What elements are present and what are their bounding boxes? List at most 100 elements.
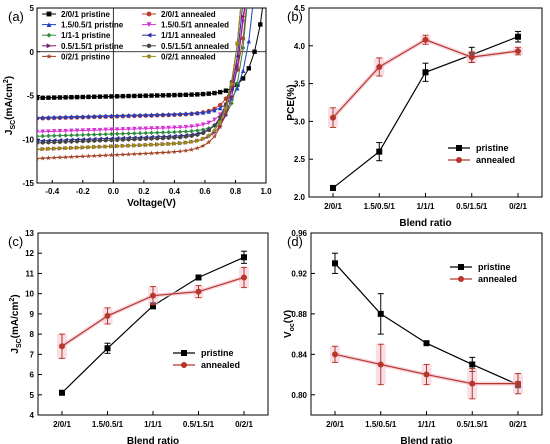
panel-d-voc-chart: 2/0/1 1.5/0.5/1 1/1/1 0.5/1.5/1 0/2/1 0.80 0.8… xyxy=(283,229,543,444)
data-point xyxy=(172,129,177,135)
legend-marker xyxy=(46,43,52,49)
data-point xyxy=(177,148,183,154)
y-tick-label: 6 xyxy=(30,371,35,380)
data-point xyxy=(332,260,338,267)
data-point xyxy=(46,146,51,151)
x-tick-label: 1/1/1 xyxy=(417,202,435,211)
legend-label: annealed xyxy=(476,155,515,165)
data-point xyxy=(92,127,97,133)
data-point xyxy=(80,153,86,159)
data-point xyxy=(74,132,80,138)
data-point xyxy=(206,127,211,133)
y-axis-label: PCE(%) xyxy=(286,84,297,120)
data-point xyxy=(206,91,211,96)
x-tick-label: 0.2 xyxy=(138,187,150,196)
data-point xyxy=(69,128,74,134)
data-point xyxy=(132,126,137,132)
data-point xyxy=(46,95,51,100)
data-point xyxy=(468,54,475,61)
y-tick-label: -15 xyxy=(22,179,34,188)
data-point xyxy=(172,111,177,117)
data-point xyxy=(80,94,85,100)
data-point xyxy=(166,141,171,146)
data-point xyxy=(218,105,223,111)
data-point xyxy=(223,88,229,93)
data-point xyxy=(240,68,246,73)
data-point xyxy=(143,126,148,131)
x-tick-label: 0/2/1 xyxy=(235,420,253,429)
plot-frame xyxy=(310,232,543,416)
legend-label: pristine xyxy=(478,262,511,272)
data-point xyxy=(92,144,97,149)
y-tick-label: 0.84 xyxy=(291,350,307,359)
x-tick-label: -0.4 xyxy=(45,187,59,196)
data-point xyxy=(240,45,246,51)
data-point xyxy=(195,92,200,97)
data-point xyxy=(149,93,154,98)
data-point xyxy=(183,134,188,139)
data-point xyxy=(137,93,143,99)
legend-marker xyxy=(181,362,187,368)
data-point xyxy=(240,14,246,19)
plot-frame xyxy=(37,232,269,416)
x-tick-label: 1/1/1 xyxy=(418,420,436,429)
data-point xyxy=(51,95,57,100)
data-point xyxy=(108,152,115,158)
data-point xyxy=(154,150,160,156)
data-point xyxy=(120,113,126,118)
data-point xyxy=(109,94,114,99)
legend-marker xyxy=(46,32,52,38)
data-point xyxy=(69,133,74,138)
data-point xyxy=(200,91,206,97)
data-point xyxy=(91,153,97,159)
y-tick-label: 0 xyxy=(30,48,35,57)
data-point xyxy=(195,138,200,143)
data-point xyxy=(160,93,166,98)
x-tick-label: 0.5/1.5/1 xyxy=(457,420,489,429)
data-point xyxy=(171,149,178,155)
data-point xyxy=(114,131,120,137)
data-point xyxy=(206,120,211,126)
legend-marker xyxy=(458,276,464,282)
data-point xyxy=(86,138,91,144)
data-point xyxy=(183,147,189,153)
data-point xyxy=(137,112,143,118)
data-point xyxy=(166,135,171,141)
data-point xyxy=(92,94,97,99)
data-point xyxy=(469,380,476,387)
data-point xyxy=(131,151,137,157)
data-point xyxy=(86,145,91,149)
x-tick-label: 0.5/1.5/1 xyxy=(183,420,215,429)
legend: 2/0/1 pristine 2/0/1 annealed 1.5/0.5/1 pr… xyxy=(42,10,229,61)
data-point xyxy=(160,130,166,135)
y-tick-label: 7 xyxy=(30,350,35,359)
panel-label: (d) xyxy=(287,234,303,249)
data-point xyxy=(166,93,171,98)
legend: pristine annealed xyxy=(173,348,240,370)
y-tick-label: 4.5 xyxy=(294,4,306,13)
data-point xyxy=(217,124,223,130)
data-point xyxy=(69,114,74,119)
data-point xyxy=(137,150,143,157)
data-point xyxy=(69,95,74,100)
x-axis-label: Voltage(V) xyxy=(127,198,176,209)
data-point xyxy=(125,151,132,157)
data-point xyxy=(332,351,338,358)
data-point xyxy=(103,94,108,99)
y-tick-label: -5 xyxy=(27,92,35,101)
data-point xyxy=(37,147,40,151)
data-point xyxy=(80,139,85,144)
data-point xyxy=(45,155,52,161)
data-point xyxy=(246,66,252,71)
data-point xyxy=(229,81,234,86)
data-point xyxy=(166,130,171,135)
data-point xyxy=(37,134,40,139)
data-point xyxy=(206,133,211,138)
data-point xyxy=(150,302,156,309)
data-point xyxy=(40,133,45,139)
x-tick-label: -0.2 xyxy=(76,187,90,196)
x-tick-label: 0.0 xyxy=(108,187,120,196)
data-point xyxy=(223,105,229,110)
legend-marker xyxy=(456,145,462,151)
data-point xyxy=(172,125,177,130)
